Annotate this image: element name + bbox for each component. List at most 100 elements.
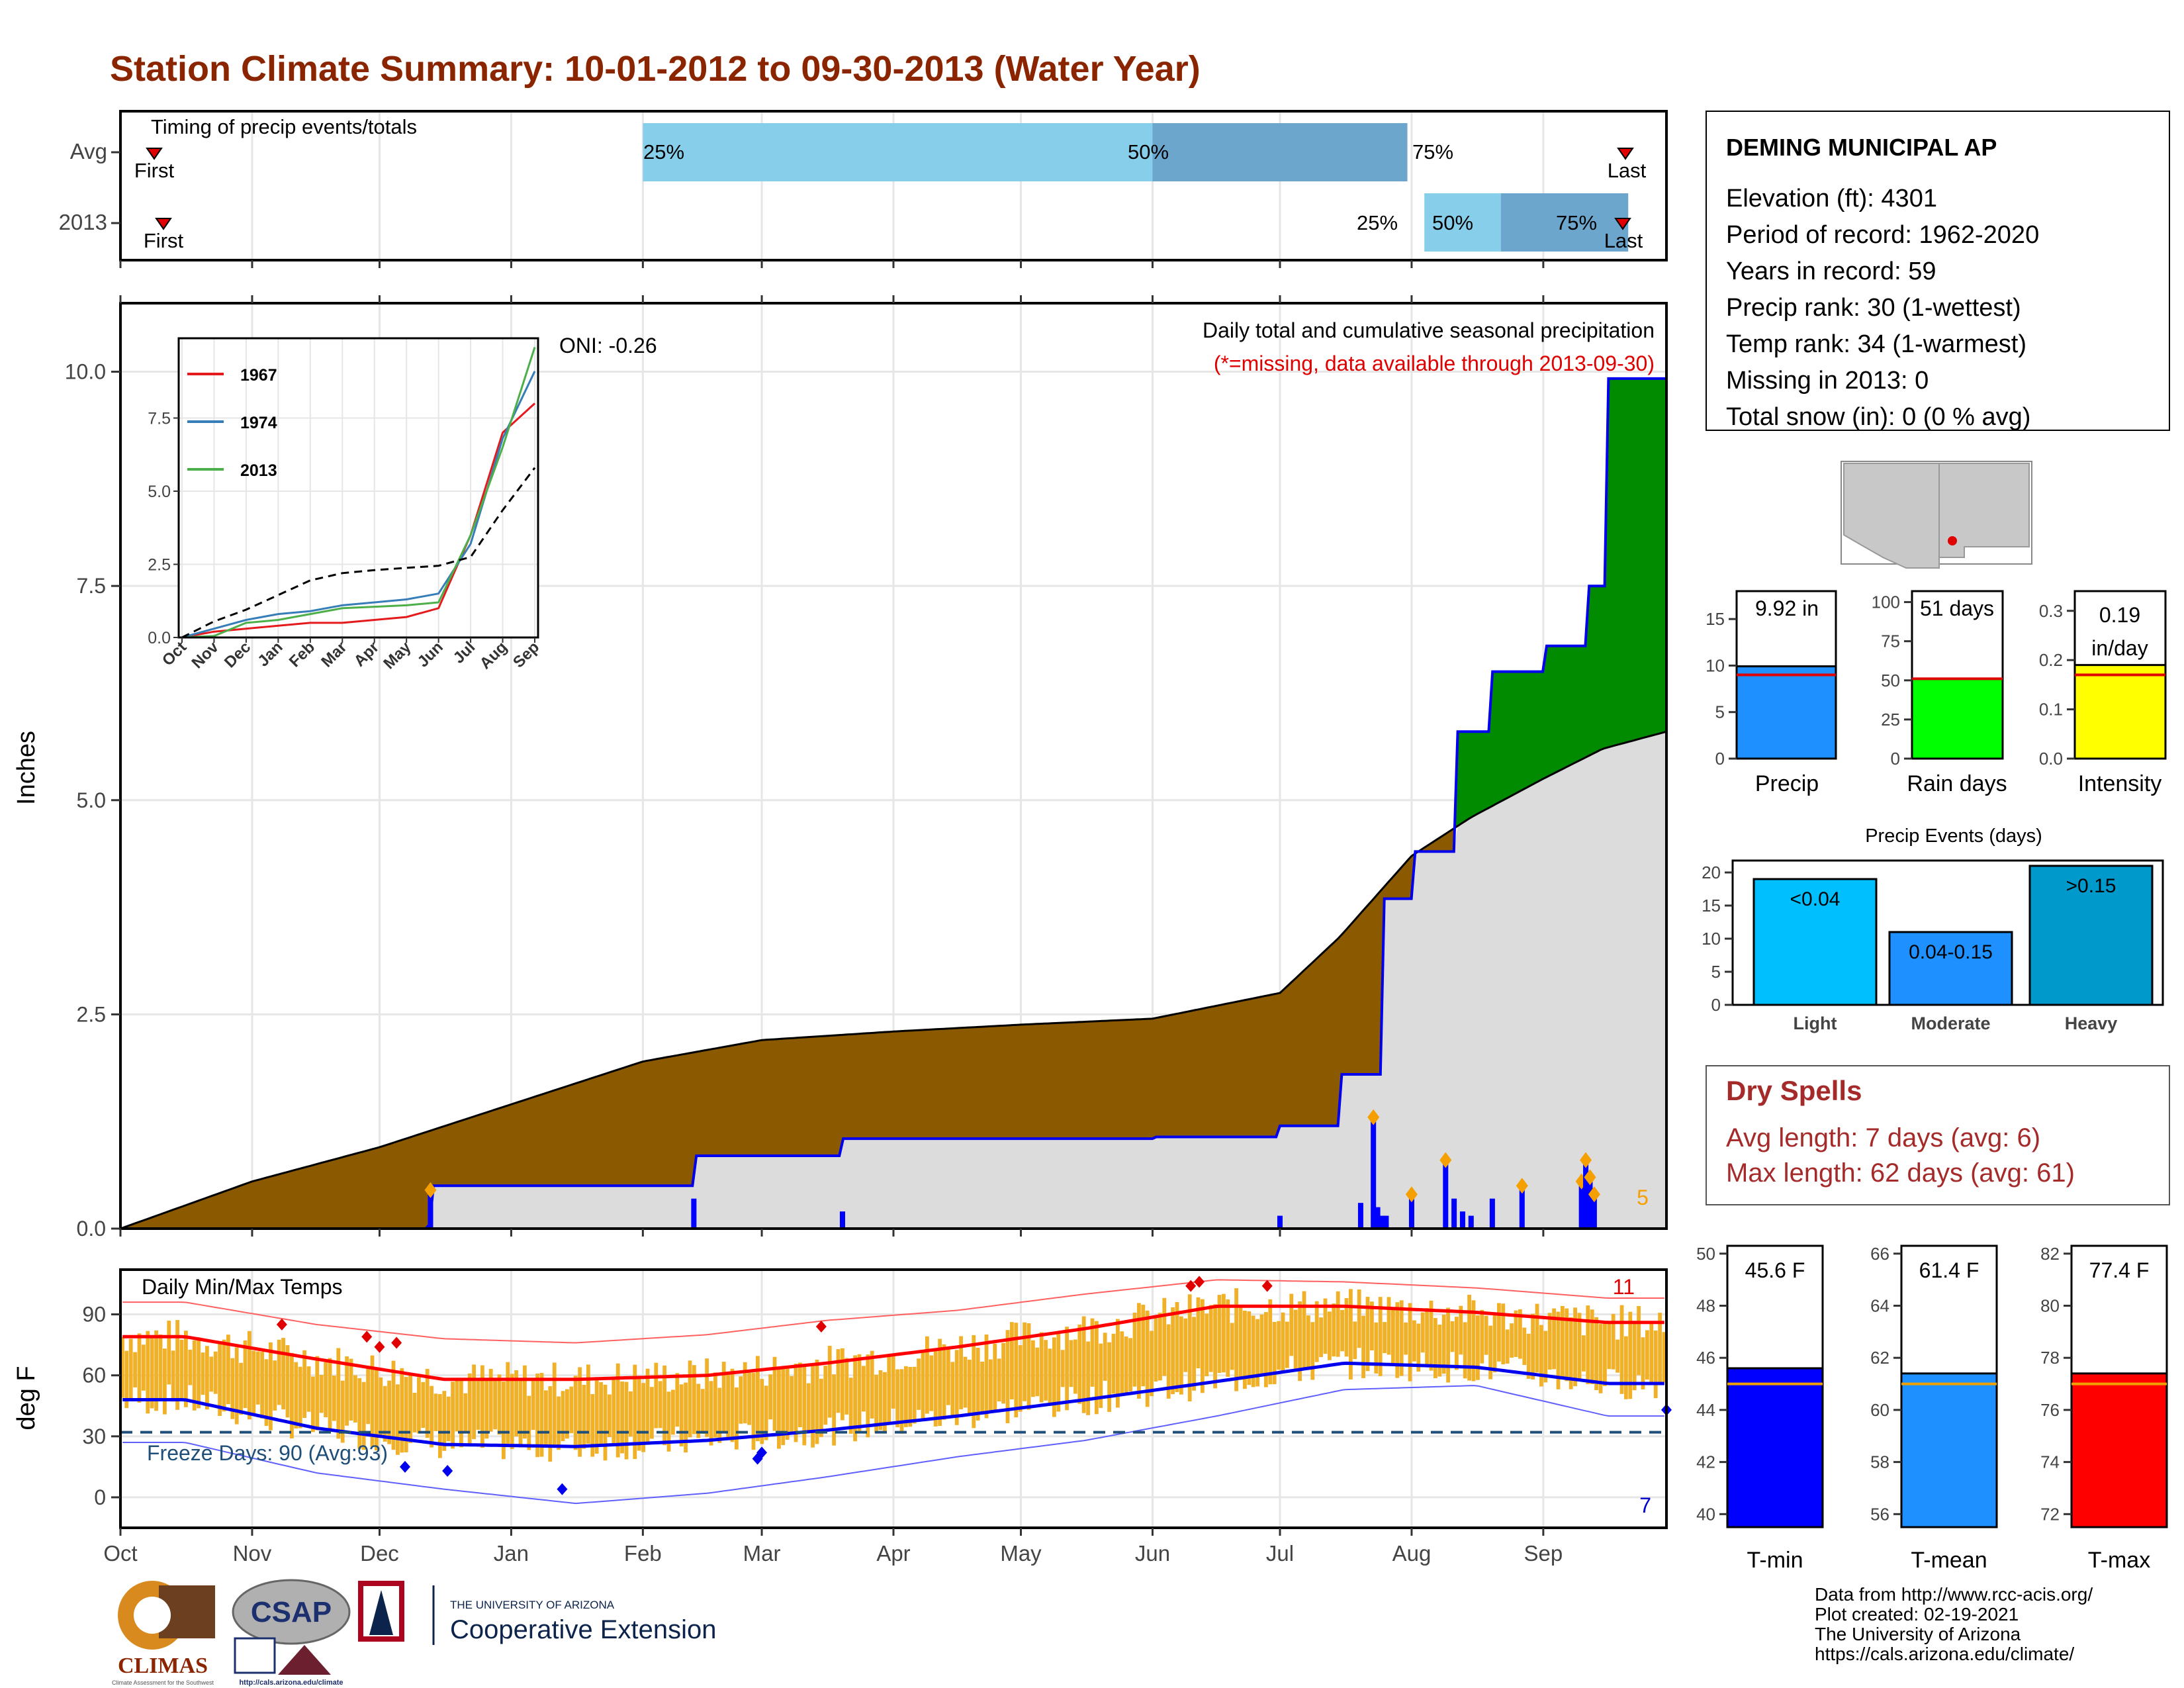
- temp-daily-bar: [319, 1375, 324, 1413]
- station-info-box: DEMING MUNICIPAL AP Elevation (ft): 4301…: [1706, 111, 2170, 431]
- temp-daily-bar: [1090, 1318, 1095, 1387]
- credit-line-4: https://cals.arizona.edu/climate/: [1815, 1644, 2074, 1664]
- temp-daily-bar: [285, 1345, 290, 1418]
- station-name: DEMING MUNICIPAL AP: [1726, 134, 1997, 161]
- temp-daily-bar: [1077, 1324, 1082, 1404]
- temp-x-tick-label-nov: Nov: [233, 1541, 272, 1566]
- precip-y-tick-label: 7.5: [77, 574, 106, 598]
- temp-daily-bar: [1370, 1301, 1374, 1350]
- summary-tick-label: 0: [1715, 749, 1725, 769]
- summary-tick-label: 40: [1696, 1504, 1715, 1524]
- timing-x-ticks: [119, 260, 1545, 268]
- extreme-precip-marker: [1580, 1152, 1592, 1168]
- temp-daily-bar: [976, 1348, 980, 1421]
- temp-y-axis-title: deg F: [13, 1366, 40, 1430]
- temp-daily-bar: [480, 1365, 484, 1448]
- temp-daily-bar: [1611, 1313, 1615, 1370]
- temp-daily-bar: [1192, 1317, 1196, 1391]
- extreme-precip-marker: [1584, 1169, 1596, 1186]
- csap-cloud-icon: [232, 1579, 351, 1645]
- temp-daily-bar: [921, 1352, 925, 1419]
- page-title: Station Climate Summary: 10-01-2012 to 0…: [110, 49, 1201, 89]
- temp-x-tick-label-dec: Dec: [360, 1541, 399, 1566]
- temp-daily-bar: [878, 1370, 883, 1430]
- temp-daily-bar: [1561, 1305, 1565, 1378]
- summary-tick-label: 0.2: [2039, 650, 2063, 670]
- temp-daily-bar: [883, 1372, 887, 1432]
- temp-daily-bar: [1484, 1315, 1488, 1355]
- temp-daily-bar: [1420, 1312, 1425, 1353]
- new-mexico-shape: [1938, 463, 2030, 558]
- csap-logo[interactable]: CSAP http://cals.arizona.edu/climate: [232, 1579, 351, 1687]
- temp-daily-bar: [400, 1368, 404, 1453]
- temp-daily-bar: [984, 1335, 989, 1419]
- temp-x-tick-label-jan: Jan: [494, 1541, 529, 1566]
- precip-y-tick-label: 5.0: [77, 788, 106, 812]
- y2013-first-label: First: [144, 229, 184, 252]
- timing-row-2013: 2013: [59, 210, 107, 234]
- temp-daily-bar: [281, 1338, 285, 1410]
- ua-cooperative-extension-logo[interactable]: THE UNIVERSITY OF ARIZONA Cooperative Ex…: [358, 1581, 716, 1645]
- temp-daily-bar: [146, 1331, 150, 1414]
- precip-event-category-label: Light: [1794, 1013, 1837, 1033]
- inset-grid: [179, 338, 538, 638]
- temp-daily-bar: [124, 1350, 129, 1409]
- avg-last-label: Last: [1608, 159, 1647, 182]
- summary-tick-label: 46: [1696, 1348, 1715, 1368]
- inset-y-tick-label: 7.5: [148, 410, 171, 428]
- temp-daily-bar: [641, 1383, 645, 1452]
- daily-precip-bar: [1519, 1186, 1525, 1229]
- avg-last-marker-icon: [1617, 148, 1634, 160]
- temp-daily-bar: [862, 1366, 866, 1412]
- temp-daily-bar: [1158, 1313, 1162, 1381]
- temp-daily-bar: [794, 1364, 798, 1442]
- temp-daily-bar: [523, 1365, 527, 1439]
- summary-tick-label: 78: [2040, 1348, 2060, 1368]
- temp-daily-bar: [1399, 1300, 1404, 1376]
- temp-daily-bar: [908, 1367, 913, 1427]
- temp-daily-bar: [493, 1378, 497, 1430]
- summary-tick-label: 72: [2040, 1504, 2060, 1524]
- csap-mountain-icon: [278, 1645, 331, 1675]
- temp-daily-bar: [133, 1352, 137, 1387]
- inset-line-average: [181, 467, 536, 639]
- temp-daily-bar: [1132, 1313, 1137, 1387]
- daily-precip-bar: [1383, 1215, 1389, 1229]
- temp-daily-bar: [1510, 1323, 1514, 1358]
- missing-note: (*=missing, data available through 2013-…: [1214, 352, 1655, 375]
- y2013-p75-label: 75%: [1556, 211, 1597, 234]
- temp-daily-bar: [408, 1375, 412, 1443]
- temp-daily-bar: [823, 1366, 828, 1425]
- temp-daily-bar: [510, 1374, 514, 1449]
- temp-daily-bar: [1492, 1313, 1497, 1373]
- temp-daily-bar: [539, 1373, 544, 1457]
- temp-daily-bar: [167, 1321, 171, 1385]
- temp-daily-bar: [1035, 1347, 1040, 1397]
- daily-precip-bars: [424, 1109, 1600, 1229]
- temp-daily-bar: [684, 1382, 688, 1453]
- precip-events-title: Precip Events (days): [1865, 825, 2042, 847]
- temp-daily-bar: [1488, 1325, 1492, 1380]
- temp-daily-bar: [302, 1350, 306, 1418]
- climas-logo[interactable]: CLIMAS Climate Assessment for the Southw…: [112, 1581, 215, 1686]
- temp-daily-bar: [298, 1366, 302, 1429]
- temp-panel: 0 30 60 90 Oct Nov Dec Jan Feb Mar Apr May Jun Jul Au…: [13, 1268, 1672, 1566]
- temp-daily-bar: [1268, 1299, 1273, 1385]
- temp-daily-bar: [476, 1381, 480, 1430]
- temp-daily-bar: [239, 1362, 243, 1415]
- credit-line-1: Data from http://www.rcc-acis.org/: [1815, 1584, 2093, 1605]
- temp-daily-bar: [645, 1368, 650, 1444]
- record-high-marker: [361, 1331, 373, 1343]
- station-snow: Total snow (in): 0 (0 % avg): [1726, 403, 2030, 431]
- temp-daily-bar: [848, 1378, 853, 1434]
- temp-daily-bar: [1298, 1301, 1302, 1382]
- tmin-label: T-min: [1747, 1548, 1803, 1573]
- temp-daily-bar: [1306, 1315, 1310, 1369]
- temp-daily-bar: [692, 1365, 696, 1434]
- precip-events-bars: <0.04 Light 0.04-0.15 Moderate >0.15 Heavy: [1752, 865, 2154, 1033]
- extreme-precip-marker: [1516, 1178, 1528, 1194]
- temp-daily-bar: [366, 1366, 370, 1425]
- temp-daily-bar: [836, 1349, 841, 1413]
- temp-daily-bar: [1010, 1322, 1014, 1399]
- temp-daily-bar: [1023, 1322, 1026, 1401]
